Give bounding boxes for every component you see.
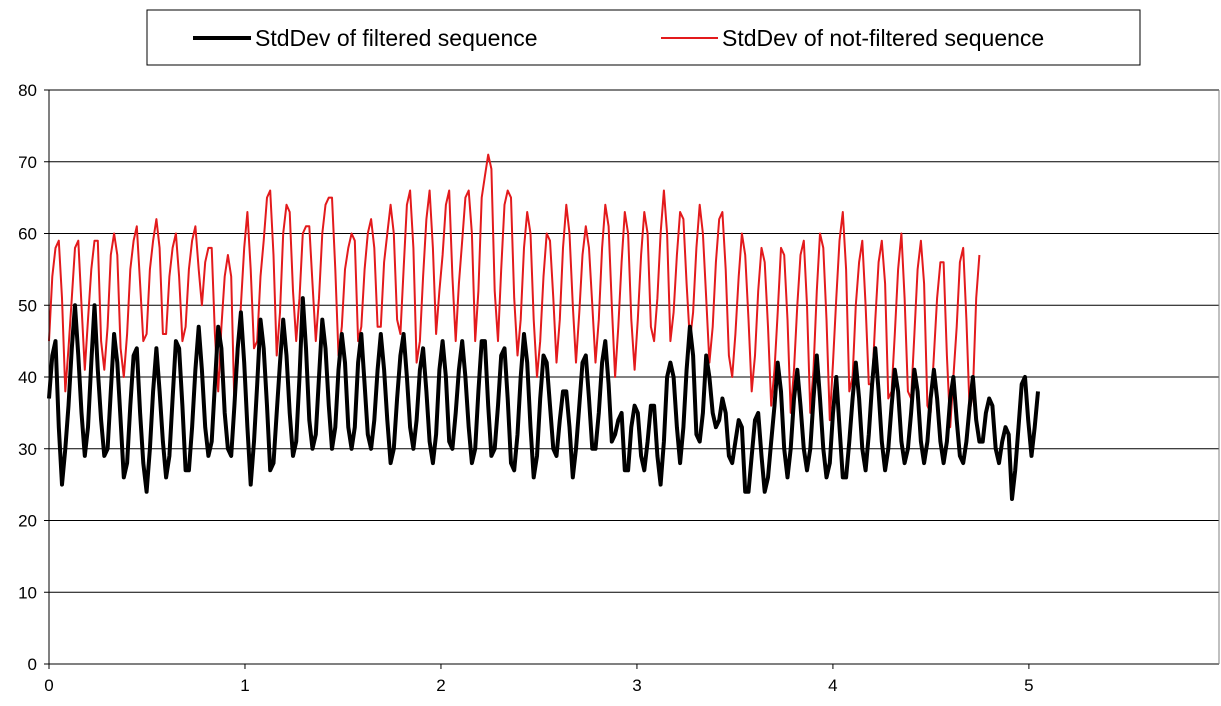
legend-box: [146, 9, 1141, 66]
x-axis-ticks: 0 1 2 3 4 5: [44, 664, 1034, 695]
x-tick-label: 1: [240, 676, 249, 695]
plot-area: 0 10 20 30 40 50 60 70 80 0 1 2 3 4 5: [18, 81, 1220, 695]
y-tick-label: 10: [18, 583, 37, 602]
y-tick-label: 70: [18, 153, 37, 172]
y-axis-ticks: 0 10 20 30 40 50 60 70 80: [18, 81, 49, 674]
x-tick-label: 0: [44, 676, 53, 695]
y-tick-label: 20: [18, 512, 37, 531]
x-tick-label: 3: [632, 676, 641, 695]
x-tick-label: 5: [1024, 676, 1033, 695]
y-tick-label: 50: [18, 296, 37, 315]
series-line-not-filtered: [48, 153, 981, 429]
y-tick-label: 80: [18, 81, 37, 100]
x-tick-label: 4: [828, 676, 837, 695]
y-tick-label: 60: [18, 225, 37, 244]
legend: StdDev of filtered sequence StdDev of no…: [146, 9, 1141, 66]
x-tick-label: 2: [436, 676, 445, 695]
y-tick-label: 40: [18, 368, 37, 387]
legend-label-not-filtered: StdDev of not-filtered sequence: [722, 25, 1044, 51]
series-line-filtered: [47, 296, 1040, 501]
y-tick-label: 30: [18, 440, 37, 459]
series-layer: [47, 153, 1040, 501]
y-tick-label: 0: [28, 655, 37, 674]
legend-label-filtered: StdDev of filtered sequence: [255, 25, 538, 51]
